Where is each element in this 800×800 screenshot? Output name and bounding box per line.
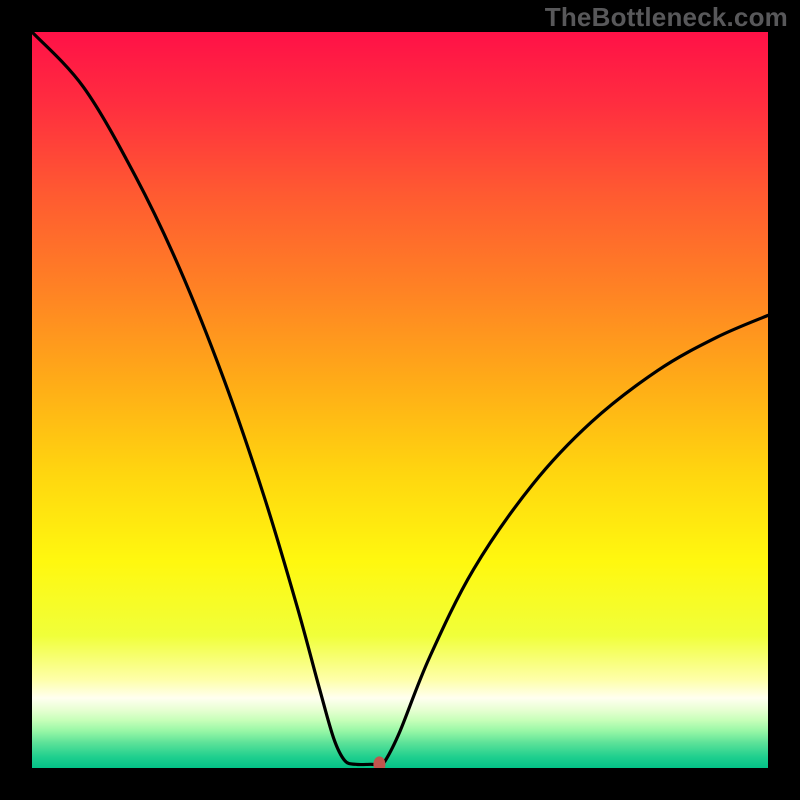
chart-frame: TheBottleneck.com [0,0,800,800]
watermark-text: TheBottleneck.com [545,2,788,33]
bottleneck-chart [32,32,768,768]
plot-area [32,32,768,768]
chart-background [32,32,768,768]
